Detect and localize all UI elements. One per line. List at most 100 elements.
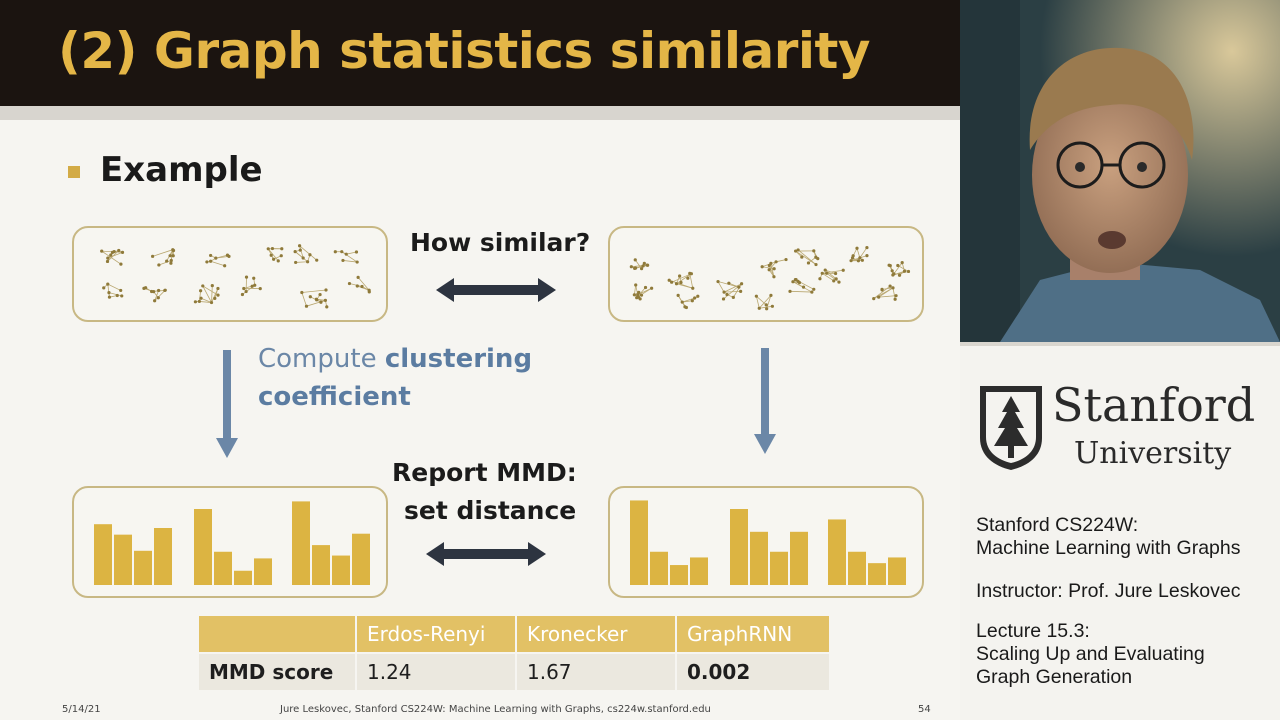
histogram-bar [670, 565, 688, 585]
histogram-bar [312, 545, 330, 585]
instructor-video [960, 0, 1280, 342]
footer-date: 5/14/21 [62, 704, 101, 715]
histogram-bar [214, 551, 232, 585]
report-mmd-line1: Report MMD: [392, 458, 577, 487]
table-header-graphrnn: GraphRNN [677, 616, 829, 652]
graph-cluster [240, 275, 262, 297]
slide-title: (2) Graph statistics similarity [58, 22, 871, 80]
histogram-bar [750, 531, 768, 585]
graph-cluster [293, 244, 319, 265]
graph-cluster [205, 253, 231, 268]
histogram-bar [194, 509, 212, 585]
table-cell-kronecker: 1.67 [517, 654, 675, 690]
down-arrow-icon [216, 350, 238, 458]
double-arrow-icon [436, 278, 556, 302]
histogram-right [608, 486, 924, 598]
course-line1: Stanford CS224W: [976, 514, 1139, 536]
histogram-bar [630, 500, 648, 585]
histogram-bar [730, 509, 748, 585]
histogram-bar [868, 563, 886, 585]
graph-set-right [608, 226, 924, 322]
histogram-bar [848, 551, 866, 585]
graph-cluster [794, 248, 820, 267]
graph-clusters-left [100, 244, 371, 309]
table-header-erdos-renyi: Erdos-Renyi [357, 616, 515, 652]
down-arrow-icon [754, 348, 776, 454]
report-mmd-line2: set distance [404, 496, 577, 525]
graph-cluster [632, 283, 654, 301]
histogram-bar [292, 501, 310, 585]
graph-cluster [193, 283, 220, 305]
histogram-bar [690, 557, 708, 585]
footer-page-number: 54 [918, 704, 931, 715]
histogram-bar [254, 558, 272, 585]
graph-cluster [151, 248, 176, 267]
bullet-text: Example [100, 150, 263, 190]
university-subtitle: University [1074, 436, 1232, 471]
lecture-line3: Graph Generation [976, 666, 1133, 688]
graph-set-left [72, 226, 388, 322]
table-cell-graphrnn: 0.002 [677, 654, 829, 690]
slide: (2) Graph statistics similarity Example … [0, 0, 960, 715]
table-header-kronecker: Kronecker [517, 616, 675, 652]
title-bar: (2) Graph statistics similarity [0, 0, 960, 106]
histogram-bar [234, 570, 252, 585]
course-line2: Machine Learning with Graphs [976, 537, 1241, 559]
graph-cluster [849, 245, 869, 263]
title-divider [0, 106, 960, 120]
compute-clustering: clustering [384, 344, 533, 374]
compute-coefficient: coefficient [258, 382, 411, 412]
graph-cluster [818, 268, 845, 284]
graph-cluster [716, 279, 744, 301]
graph-cluster [788, 277, 816, 294]
histogram-left [72, 486, 388, 598]
university-name: Stanford [1052, 378, 1256, 432]
graph-cluster [266, 246, 284, 263]
histogram-bar [888, 557, 906, 585]
table-header-empty [199, 616, 355, 652]
how-similar-label: How similar? [410, 228, 591, 257]
histogram-bar [790, 531, 808, 585]
histogram-bar [154, 528, 172, 585]
histogram-bar [650, 551, 668, 585]
graph-cluster [629, 258, 650, 271]
graph-cluster [872, 284, 898, 301]
graph-cluster [102, 282, 124, 299]
table-row: MMD score 1.24 1.67 0.002 [199, 654, 829, 690]
graph-cluster [142, 286, 167, 303]
bullet-marker [68, 166, 80, 178]
histogram-bars-right [630, 500, 906, 585]
graph-cluster [667, 271, 695, 290]
mmd-table: Erdos-Renyi Kronecker GraphRNN MMD score… [197, 614, 831, 692]
graph-cluster [333, 250, 359, 264]
compute-caption: Compute clustering coefficient [258, 340, 532, 416]
side-panel: Stanford University Stanford CS224W: Mac… [960, 0, 1280, 720]
instructor-portrait [960, 0, 1280, 342]
table-header-row: Erdos-Renyi Kronecker GraphRNN [199, 616, 829, 652]
histogram-bar [332, 555, 350, 585]
instructor-label: Instructor: Prof. Jure Leskovec [976, 580, 1241, 602]
footer-credit: Jure Leskovec, Stanford CS224W: Machine … [280, 704, 711, 715]
graph-cluster [676, 293, 700, 310]
histogram-bars-left [94, 501, 370, 585]
graph-cluster [754, 293, 774, 311]
lecture-line1: Lecture 15.3: [976, 620, 1090, 642]
graph-cluster [760, 257, 788, 279]
histogram-bar [94, 524, 112, 585]
compute-prefix: Compute [258, 344, 385, 374]
double-arrow-icon [426, 542, 546, 566]
table-row-label: MMD score [199, 654, 355, 690]
graph-cluster [100, 248, 125, 266]
graph-cluster [887, 261, 911, 277]
graph-clusters-right [629, 245, 911, 311]
graph-cluster [347, 275, 371, 294]
histogram-bar [134, 550, 152, 585]
table-cell-erdos-renyi: 1.24 [357, 654, 515, 690]
stanford-tree-logo [980, 386, 1042, 470]
histogram-bar [114, 534, 132, 585]
graph-cluster [300, 288, 329, 309]
histogram-bar [828, 519, 846, 585]
histogram-bar [352, 533, 370, 585]
histogram-bar [770, 551, 788, 585]
video-divider [960, 342, 1280, 346]
